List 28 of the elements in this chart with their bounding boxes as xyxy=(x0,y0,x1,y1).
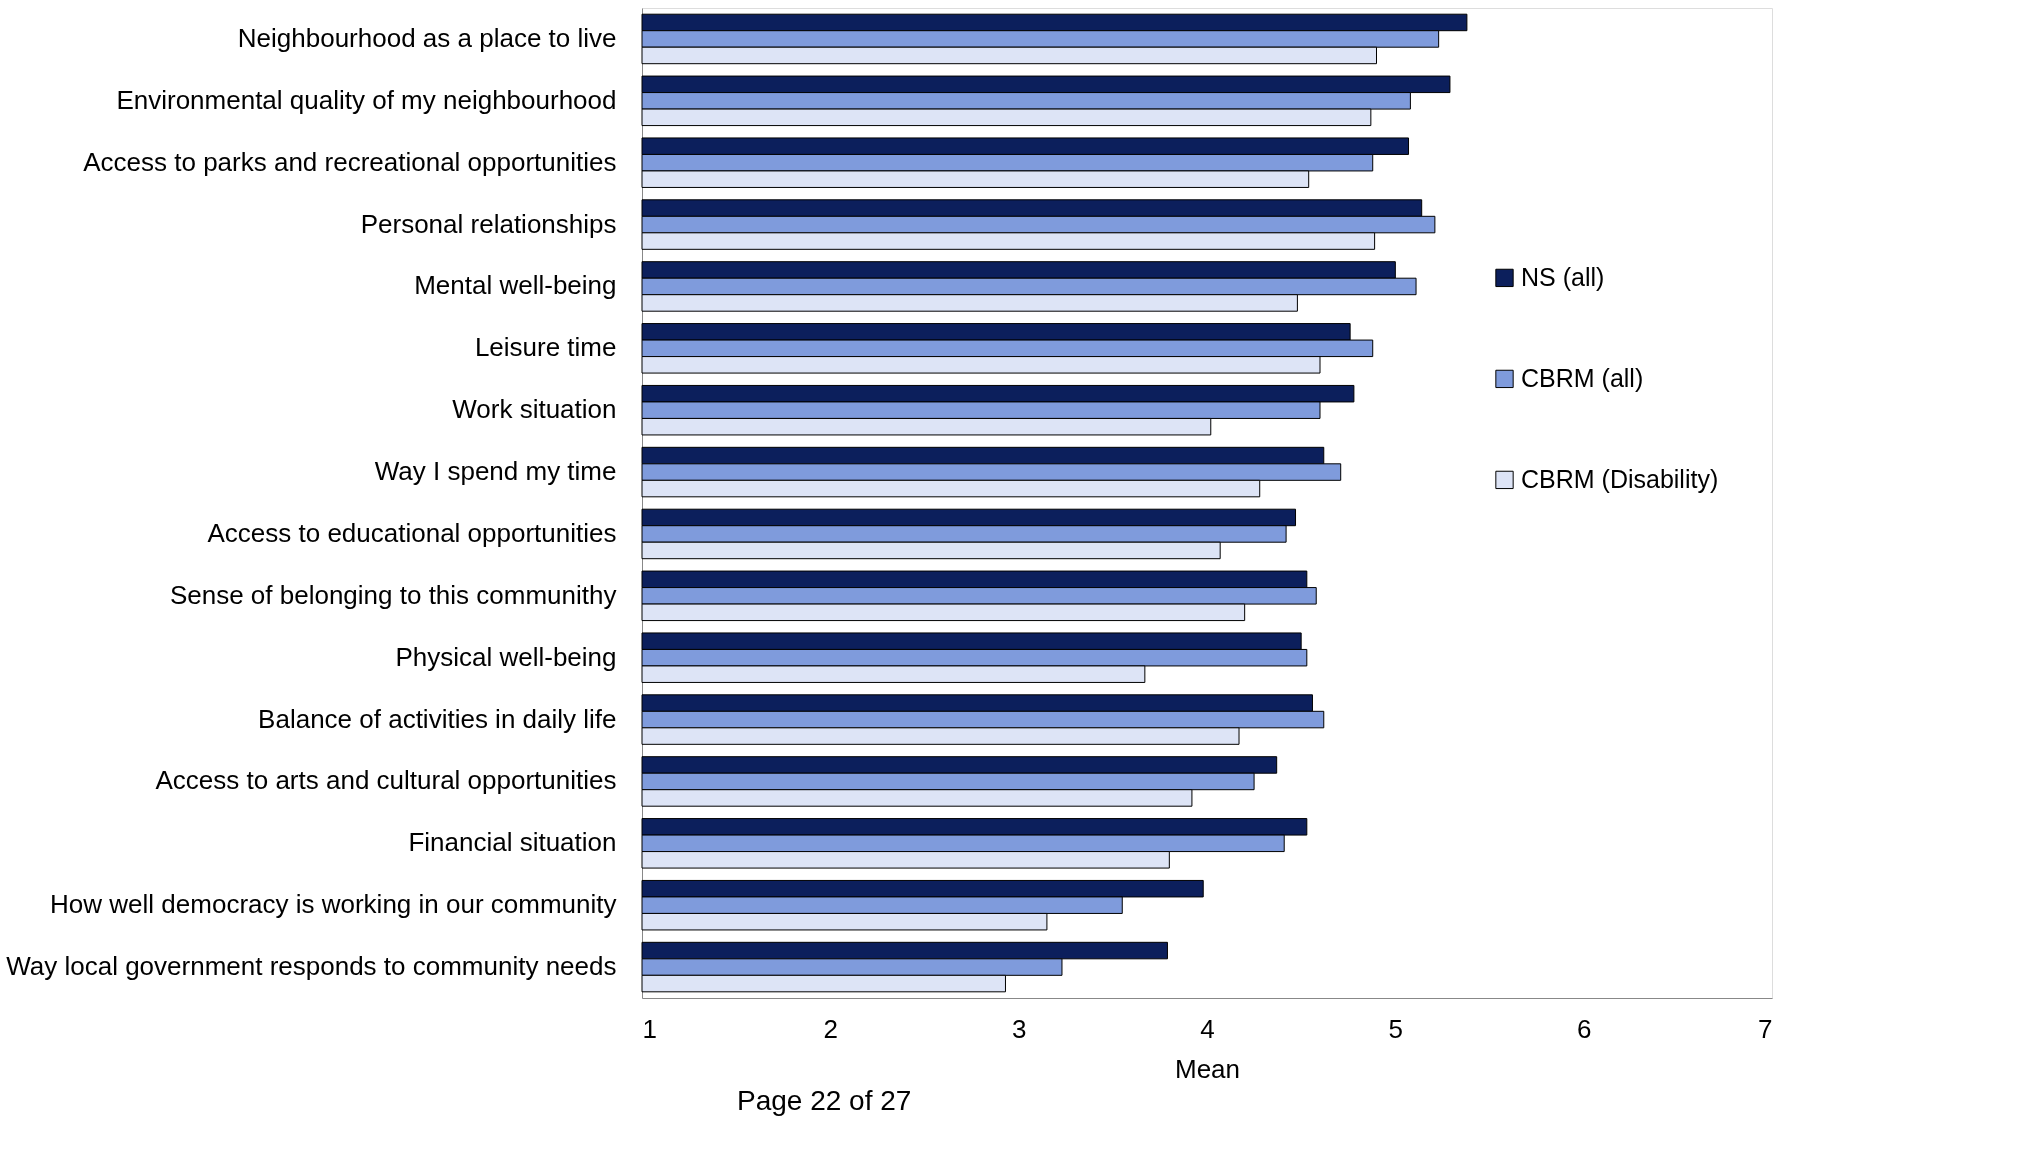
x-axis-title: Mean xyxy=(1174,1053,1241,1084)
y-tick-label: Way I spend my time xyxy=(374,456,617,487)
x-tick-label: 6 xyxy=(1576,1013,1592,1044)
text: Page 22 of 27 xyxy=(737,1085,912,1116)
x-tick-label: 4 xyxy=(1200,1013,1215,1044)
y-tick-label: Environmental quality of my neighbourhood xyxy=(116,84,617,115)
y-tick-label: How well democracy is working in our community xyxy=(50,889,617,920)
y-tick-label: Physical well-being xyxy=(395,641,617,672)
y-tick-label: Access to educational opportunities xyxy=(207,517,617,548)
y-tick-label: Leisure time xyxy=(474,332,617,363)
y-tick-label: Neighbourhood as a place to live xyxy=(237,22,617,53)
y-tick-label: Personal relationships xyxy=(360,208,617,239)
x-tick-label: 5 xyxy=(1388,1013,1404,1044)
x-tick-label: 3 xyxy=(1011,1013,1027,1044)
y-tick-label: Way local government responds to community needs xyxy=(6,951,617,982)
legend-label: CBRM (all) xyxy=(1521,363,1644,392)
x-tick-label: 1 xyxy=(642,1013,657,1044)
y-tick-label: Financial situation xyxy=(408,827,617,858)
y-tick-label: Mental well-being xyxy=(414,270,617,301)
y-tick-label: Access to arts and cultural opportunities xyxy=(155,765,617,796)
y-tick-label: Work situation xyxy=(452,394,617,425)
x-tick-label: 7 xyxy=(1758,1013,1773,1044)
legend-label: CBRM (Disability) xyxy=(1521,464,1719,493)
y-tick-label: Access to parks and recreational opportunities xyxy=(83,146,617,177)
y-tick-label: Balance of activities in daily life xyxy=(258,703,617,734)
legend-label: NS (all) xyxy=(1521,262,1605,291)
x-tick-label: 2 xyxy=(823,1013,839,1044)
y-tick-label: Sense of belonging to this communithy xyxy=(169,579,617,610)
